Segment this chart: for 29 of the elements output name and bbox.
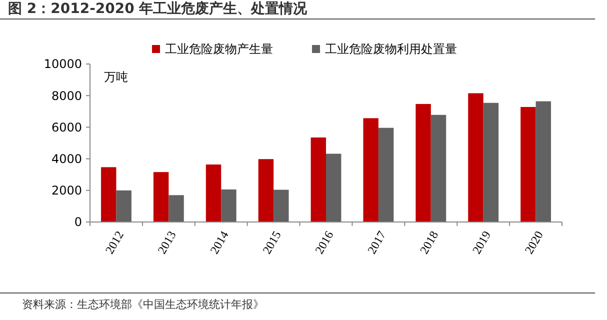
bar [536,101,551,222]
y-tick-label: 10000 [44,57,82,72]
bar [430,114,446,222]
legend-label: 工业危险废物利用处置量 [325,42,457,56]
bar [363,118,378,222]
bar [101,167,116,222]
bar [416,104,431,222]
y-tick-label: 8000 [51,88,82,103]
y-tick-label: 0 [74,215,82,230]
bar [153,172,169,222]
y-tick-label: 4000 [51,152,82,166]
bar [168,195,184,222]
legend-label: 工业危险废物产生量 [165,42,273,56]
bar [258,159,274,222]
y-axis-title: 万吨 [104,70,128,84]
bar [483,102,499,222]
y-tick-label: 2000 [51,184,82,198]
bar [116,190,132,222]
text: 资料来源：生态环境部《中国生态环境统计年报》 [22,298,264,311]
bar [221,189,236,222]
bar [468,93,484,222]
bar [206,164,222,222]
bar [520,106,536,222]
bar [326,154,342,222]
y-tick-label: 6000 [51,120,82,134]
bar [378,128,394,222]
bar [310,137,326,222]
bar [274,190,289,222]
chart-title: 图 2：2012-2020 年工业危废产生、处置情况 [8,0,308,17]
